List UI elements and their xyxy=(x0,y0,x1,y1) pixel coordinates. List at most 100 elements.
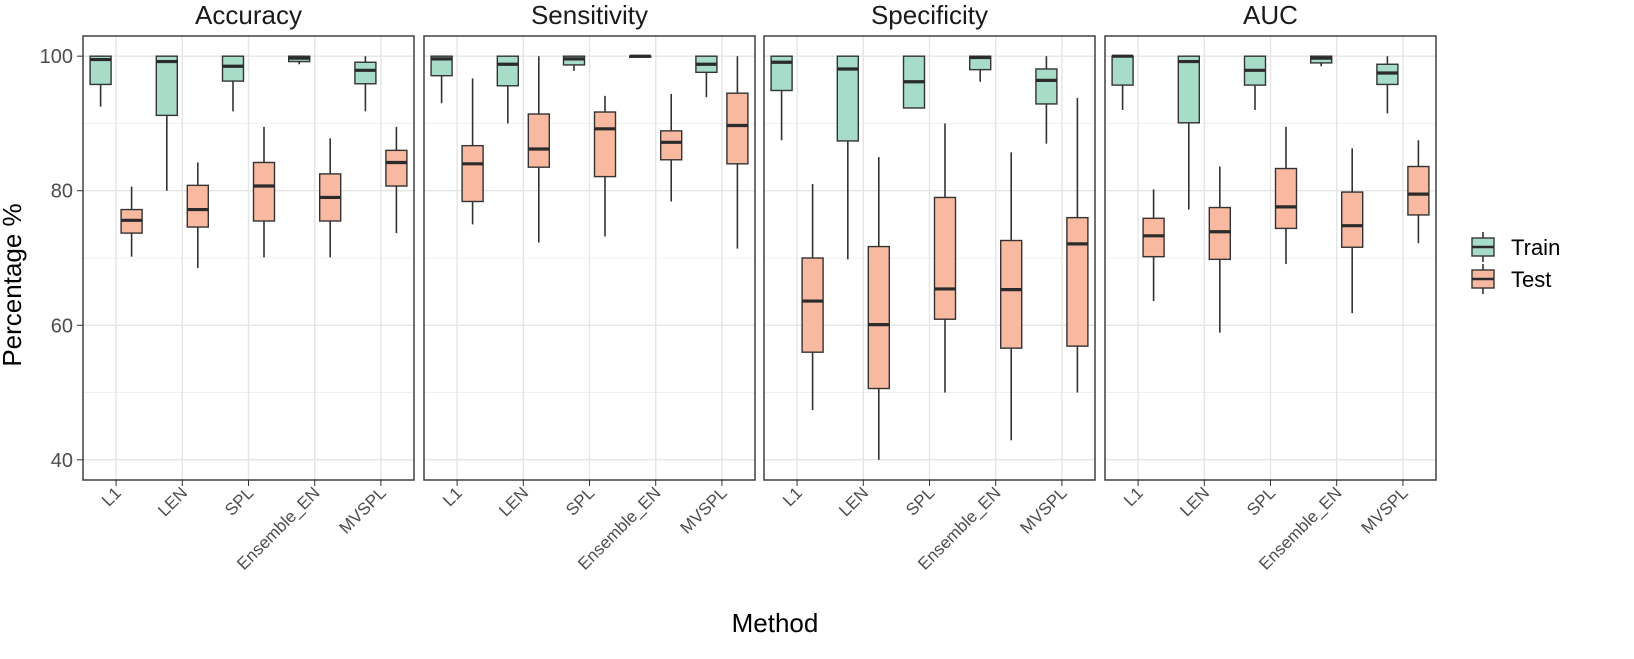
box-iqr xyxy=(221,55,245,82)
box-iqr xyxy=(726,92,749,165)
y-tick-label: 60 xyxy=(51,315,73,337)
legend-key-train: Train xyxy=(1471,232,1560,262)
train-box-spl xyxy=(902,55,926,109)
box-iqr xyxy=(1340,191,1364,248)
box-iqr xyxy=(1208,206,1232,261)
test-box-len xyxy=(867,157,890,460)
box-iqr xyxy=(562,55,586,66)
test-box-l1 xyxy=(801,184,824,411)
box-iqr xyxy=(801,257,824,353)
box-iqr xyxy=(1407,165,1430,216)
test-box-ensemble_en xyxy=(1000,152,1023,441)
y-axis-title: Percentage % xyxy=(0,203,27,366)
train-box-spl xyxy=(221,55,245,112)
train-box-spl xyxy=(562,55,586,71)
panel-border xyxy=(82,35,415,481)
box-iqr xyxy=(385,149,408,187)
box-iqr xyxy=(1142,217,1165,258)
legend-label-test: Test xyxy=(1511,267,1551,292)
test-box-len xyxy=(1208,166,1232,333)
box-iqr xyxy=(527,113,550,168)
box-iqr xyxy=(867,245,890,390)
panel-title: Specificity xyxy=(871,0,988,30)
box-iqr xyxy=(354,61,377,85)
box-iqr xyxy=(155,55,179,117)
x-tick-label: L1 xyxy=(439,483,466,510)
y-axis: 40 60 80 100 xyxy=(40,46,83,472)
panel-border xyxy=(423,35,756,481)
train-box-ensemble_en xyxy=(629,54,652,58)
test-box-len xyxy=(527,56,550,243)
panel-border xyxy=(1104,35,1437,481)
x-tick-label: MVSPL xyxy=(1358,483,1412,537)
test-box-spl xyxy=(1274,126,1298,265)
train-box-len xyxy=(155,55,179,191)
y-tick-label: 40 xyxy=(51,450,73,472)
train-box-len xyxy=(496,55,519,124)
panel-title: Sensitivity xyxy=(531,0,648,30)
test-box-l1 xyxy=(461,78,484,225)
test-box-ensemble_en xyxy=(319,138,342,258)
train-box-mvspl xyxy=(1035,56,1058,144)
panel-border xyxy=(763,35,1096,481)
test-box-spl xyxy=(593,95,617,237)
box-iqr xyxy=(89,55,112,86)
test-box-spl xyxy=(933,123,957,393)
test-box-ensemble_en xyxy=(660,93,683,202)
box-iqr xyxy=(1000,239,1023,349)
y-tick-label: 80 xyxy=(51,181,73,203)
train-box-l1 xyxy=(1111,54,1134,110)
train-box-ensemble_en xyxy=(288,55,311,65)
test-box-mvspl xyxy=(385,126,408,234)
x-tick-label: SPL xyxy=(902,483,938,519)
x-tick-label: LEN xyxy=(154,483,191,520)
box-iqr xyxy=(496,55,519,87)
x-tick-label: MVSPL xyxy=(1017,483,1071,537)
panel-title: AUC xyxy=(1243,0,1298,30)
box-iqr xyxy=(660,130,683,161)
train-box-spl xyxy=(1243,55,1267,110)
box-iqr xyxy=(1111,55,1134,86)
test-box-ensemble_en xyxy=(1340,148,1364,314)
test-box-len xyxy=(186,162,210,269)
x-tick-label: LEN xyxy=(495,483,532,520)
train-box-mvspl xyxy=(354,56,377,112)
x-tick-label: SPL xyxy=(1243,483,1279,519)
x-axis-title: Method xyxy=(732,608,819,638)
x-tick-label: SPL xyxy=(221,483,257,519)
box-iqr xyxy=(1177,55,1201,124)
train-box-mvspl xyxy=(1376,56,1399,114)
test-box-mvspl xyxy=(1066,97,1089,393)
box-iqr xyxy=(430,55,453,77)
box-iqr xyxy=(593,111,617,178)
box-iqr xyxy=(933,196,957,320)
box-iqr xyxy=(1274,167,1298,230)
test-box-l1 xyxy=(1142,189,1165,302)
box-iqr xyxy=(461,144,484,203)
box-iqr xyxy=(770,55,793,92)
x-tick-label: L1 xyxy=(1120,483,1147,510)
y-tick-label: 100 xyxy=(40,46,73,68)
train-box-l1 xyxy=(89,55,112,107)
train-box-mvspl xyxy=(695,55,718,98)
train-box-ensemble_en xyxy=(1309,55,1333,67)
test-box-mvspl xyxy=(1407,140,1430,244)
x-tick-label: L1 xyxy=(779,483,806,510)
box-iqr xyxy=(252,161,276,222)
x-tick-label: MVSPL xyxy=(336,483,390,537)
box-iqr xyxy=(836,55,859,142)
x-tick-label: SPL xyxy=(562,483,598,519)
test-box-mvspl xyxy=(726,56,749,249)
legend-label-train: Train xyxy=(1511,235,1560,260)
test-box-spl xyxy=(252,126,276,258)
box-iqr xyxy=(186,184,210,228)
box-iqr xyxy=(1066,216,1089,347)
x-tick-label: MVSPL xyxy=(677,483,731,537)
legend-key-test: Test xyxy=(1471,264,1551,294)
